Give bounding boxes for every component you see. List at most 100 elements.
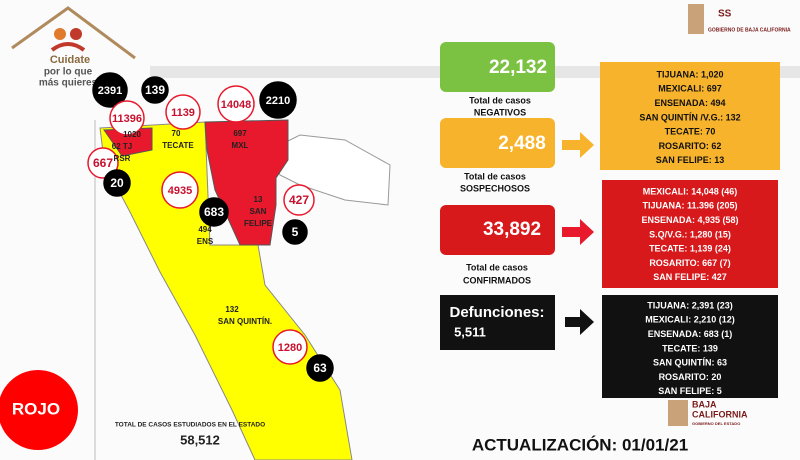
map-region: [99, 121, 353, 460]
deaths-box: [440, 295, 555, 350]
map-circle: [217, 85, 255, 123]
map-circle: [92, 72, 128, 108]
confirmed-list-item: S.Q/V.G.: 1,280 (15): [649, 229, 731, 239]
map-circle: [103, 169, 131, 197]
map-count: 14048: [221, 99, 252, 111]
map-circle: [87, 147, 119, 179]
map-count: 11396: [112, 113, 142, 125]
map-count: 683: [204, 205, 224, 219]
map-label: FELIPE: [244, 219, 273, 228]
map-circle: [272, 329, 308, 365]
confirmed-label: Total de casos: [466, 262, 528, 272]
map-label: RSR: [114, 154, 131, 163]
map-label: MXL: [232, 141, 249, 150]
map-label: TECATE: [162, 141, 194, 150]
suspects-list-item: ROSARITO: 62: [659, 141, 722, 151]
deaths-list-item: ROSARITO: 20: [659, 372, 722, 382]
map-circle: [259, 81, 297, 119]
footer-logo-text: BAJA: [692, 399, 717, 409]
map-count: 667: [93, 156, 113, 170]
deaths-list-item: SAN FELIPE: 5: [658, 386, 722, 396]
footer-emblem: [668, 400, 688, 426]
arrow: [562, 219, 594, 245]
map-count: 2391: [98, 85, 122, 97]
map-circle: [141, 76, 169, 104]
confirmed-label: CONFIRMADOS: [463, 275, 531, 285]
map-count: 2210: [266, 95, 290, 107]
map-label: 70: [172, 129, 181, 138]
deaths-label: Defunciones:: [449, 304, 544, 321]
studied-value: 58,512: [180, 432, 220, 447]
map-label: SAN: [250, 207, 267, 216]
map-label: 697: [233, 129, 247, 138]
map-count: 139: [145, 83, 165, 97]
logo-text: por lo que: [44, 67, 93, 78]
suspects-label: SOSPECHOSOS: [460, 183, 530, 193]
map-circle: [109, 100, 145, 136]
studied-label: TOTAL DE CASOS ESTUDIADOS EN EL ESTADO: [115, 422, 265, 429]
header-org: GOBIERNO DE BAJA CALIFORNIA: [708, 27, 791, 33]
deaths-list-item: TIJUANA: 2,391 (23): [647, 300, 733, 310]
suspects-box: [440, 118, 555, 168]
status-circle: [0, 370, 78, 450]
map-label: 132: [225, 305, 239, 314]
map-count: 63: [313, 361, 327, 375]
suspects-list-item: TECATE: 70: [665, 127, 716, 137]
deaths-value: 5,511: [454, 324, 486, 339]
negatives-value: 22,132: [489, 57, 547, 78]
suspects-list-item: ENSENADA: 494: [654, 98, 725, 108]
arrow: [562, 132, 594, 158]
negatives-label: NEGATIVOS: [474, 107, 526, 117]
arrow: [565, 309, 594, 335]
map-label: 62 TJ: [112, 142, 132, 151]
negatives-box: [440, 42, 555, 92]
logo-text: más quieres: [39, 78, 98, 89]
deaths-list-item: TECATE: 139: [662, 343, 718, 353]
map-outline: [269, 134, 391, 206]
confirmed-list-item: ENSENADA: 4,935 (58): [641, 215, 738, 225]
deaths-list-box: [602, 295, 778, 398]
logo-roof: [11, 6, 136, 60]
map-circle: [282, 219, 308, 245]
footer-logo-text: GOBIERNO DEL ESTADO: [692, 421, 740, 426]
suspects-list-box: [600, 62, 780, 170]
map-circle: [165, 94, 201, 130]
suspects-list-item: MEXICALI: 697: [658, 84, 722, 94]
map-circle: [199, 197, 229, 227]
map-count: 20: [110, 176, 124, 190]
map-label: SAN QUINTÍN.: [218, 317, 272, 326]
logo-icon: [70, 28, 82, 40]
confirmed-box: [440, 205, 555, 255]
deaths-list-item: MEXICALI: 2,210 (12): [645, 315, 735, 325]
header-emblem: [688, 4, 704, 34]
confirmed-list-item: ROSARITO: 667 (7): [649, 258, 730, 268]
confirmed-list-item: SAN FELIPE: 427: [653, 272, 727, 282]
suspects-list-item: SAN FELIPE: 13: [656, 155, 725, 165]
suspects-list-item: TIJUANA: 1,020: [656, 69, 723, 79]
confirmed-list-box: [602, 180, 778, 288]
map-circle: [283, 184, 315, 216]
confirmed-list-item: MEXICALI: 14,048 (46): [643, 186, 738, 196]
map-count: 1139: [171, 107, 195, 119]
confirmed-value: 33,892: [483, 219, 541, 240]
suspects-list-item: SAN QUINTÍN /V.G.: 132: [639, 112, 740, 122]
map-label: 1020: [123, 130, 141, 139]
map-count: 5: [292, 225, 299, 239]
deaths-list-item: SAN QUINTÍN: 63: [653, 358, 727, 368]
status-label: ROJO: [12, 399, 60, 418]
logo-icon: [50, 42, 86, 52]
map-label: 13: [254, 195, 263, 204]
map-label: 494: [198, 225, 212, 234]
map-count: 427: [289, 193, 309, 207]
logo-title: Cuidate: [50, 54, 90, 66]
map-label: ENS: [197, 237, 214, 246]
footer-logo-text: CALIFORNIA: [692, 409, 748, 419]
deaths-list-item: ENSENADA: 683 (1): [648, 329, 733, 339]
header-acronym: SS: [718, 9, 732, 20]
logo-icon: [54, 28, 66, 40]
suspects-value: 2,488: [498, 133, 546, 154]
update-date: ACTUALIZACIÓN: 01/01/21: [472, 435, 688, 454]
map-count: 1280: [278, 342, 302, 354]
map-region-red: [204, 119, 289, 246]
negatives-label: Total de casos: [469, 95, 531, 105]
